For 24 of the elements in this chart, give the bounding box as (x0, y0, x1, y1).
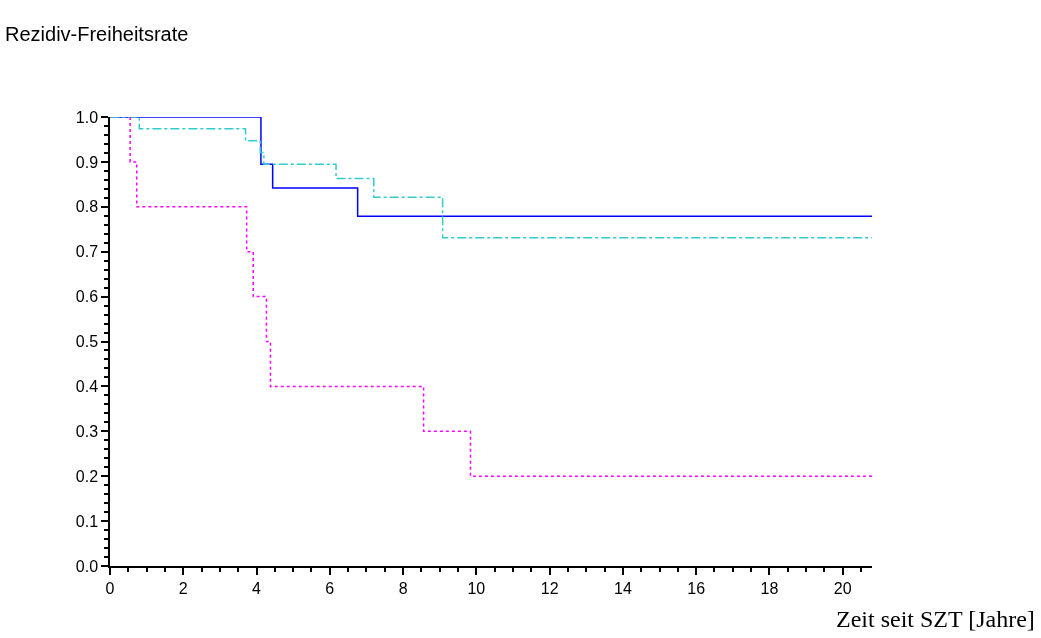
y-tick-label: 0.2 (75, 467, 99, 485)
y-tick-label: 0.0 (75, 557, 99, 575)
y-tick-label: 0.6 (75, 288, 99, 306)
y-tick-label: 0.4 (75, 378, 99, 395)
x-tick-label: 8 (398, 579, 408, 597)
x-tick-label: 20 (833, 579, 852, 597)
y-axis-title: Rezidiv-Freiheitsrate (5, 23, 189, 45)
y-tick-label: 0.3 (75, 422, 99, 440)
y-tick-label: 0.9 (75, 153, 99, 171)
x-tick-label: 2 (178, 579, 188, 597)
x-tick-label: 14 (613, 579, 632, 597)
y-tick-label: 1.0 (75, 108, 99, 126)
x-axis-title: Zeit seit SZT [Jahre] (836, 606, 1035, 632)
x-tick-label: 16 (687, 579, 706, 597)
x-tick-label: 4 (252, 579, 262, 597)
x-tick-label: 0 (105, 579, 115, 597)
y-tick-label: 0.1 (75, 512, 99, 530)
y-tick-label: 0.5 (75, 333, 99, 351)
x-tick-label: 12 (540, 579, 559, 597)
x-tick-label: 18 (760, 579, 779, 597)
y-tick-label: 0.8 (75, 198, 99, 216)
x-tick-label: 10 (467, 579, 486, 597)
x-tick-label: 6 (325, 579, 335, 597)
y-tick-label: 0.7 (75, 243, 99, 261)
